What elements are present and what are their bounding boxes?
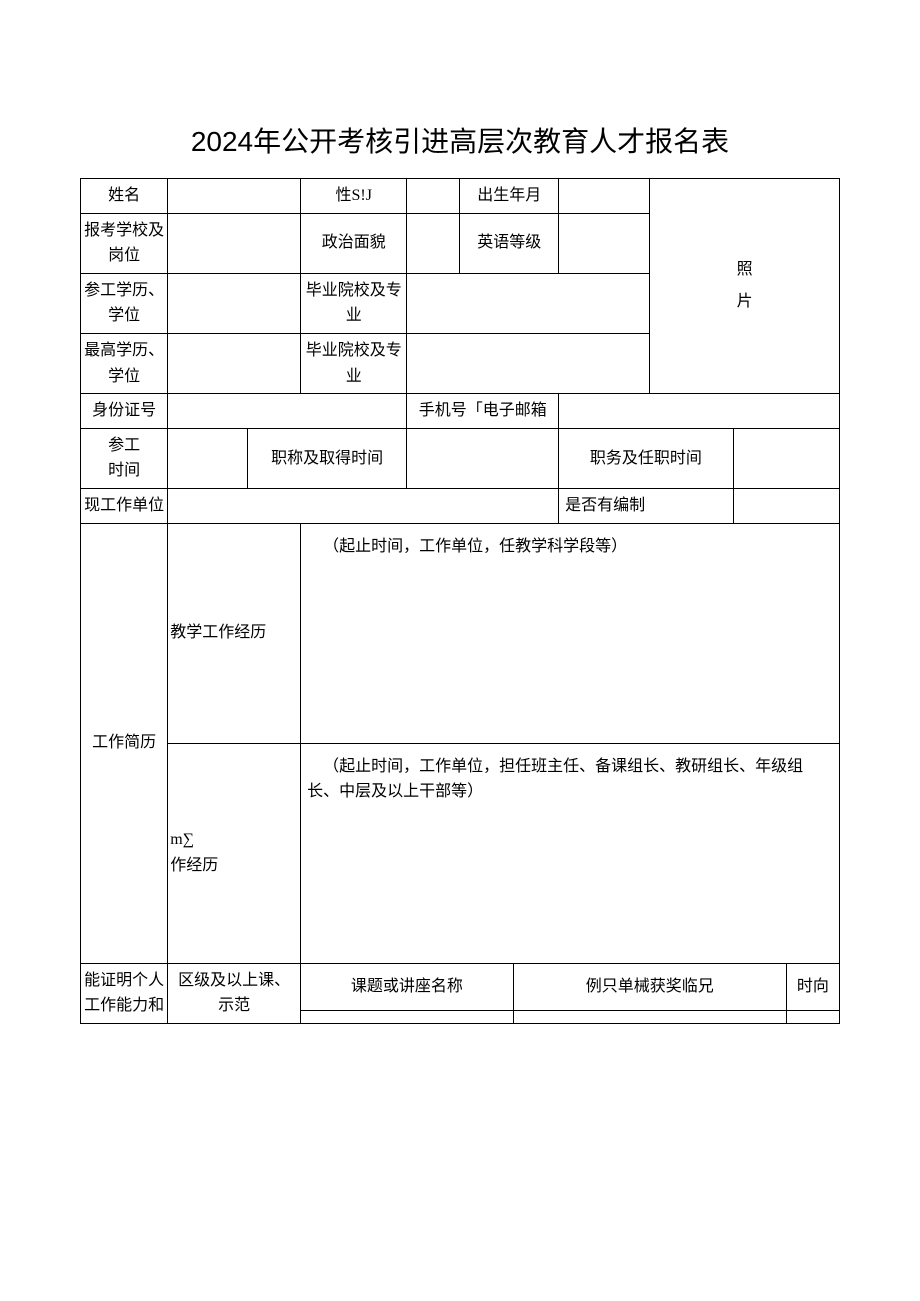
label-gender: 性S!J: [301, 179, 407, 214]
field-highest-edu: [168, 333, 301, 393]
field-gender: [407, 179, 460, 214]
label-school-position: 报考学校及岗位: [81, 213, 168, 273]
field-position-time: [733, 428, 839, 488]
field-grad-school1: [407, 273, 650, 333]
field-name: [168, 179, 301, 214]
field-english-level: [559, 213, 650, 273]
label-current-unit: 现工作单位: [81, 488, 168, 523]
label-english-level: 英语等级: [460, 213, 559, 273]
label-id-number: 身份证号: [81, 394, 168, 429]
field-title-time: [407, 428, 559, 488]
label-grad-school1: 毕业院校及专业: [301, 273, 407, 333]
label-work-time: 参工时间: [81, 428, 168, 488]
label-district-level: 区级及以上课、示范: [168, 963, 301, 1023]
field-time-direction: [786, 1011, 839, 1023]
field-work-edu: [168, 273, 301, 333]
field-id-number: [168, 394, 407, 429]
field-grad-school2: [407, 333, 650, 393]
label-position-time: 职务及任职时间: [559, 428, 734, 488]
label-teaching-exp: 教学工作经历: [168, 523, 301, 743]
label-name: 姓名: [81, 179, 168, 214]
label-has-establishment: 是否有编制: [559, 488, 734, 523]
field-current-unit: [168, 488, 559, 523]
photo-cell: 照片: [650, 179, 840, 394]
label-photo: 照片: [737, 254, 753, 318]
label-political: 政治面貌: [301, 213, 407, 273]
field-phone-email: [559, 394, 840, 429]
label-work-edu: 参工学历、学位: [81, 273, 168, 333]
page-title: 2024年公开考核引进高层次教育人才报名表: [80, 120, 840, 160]
label-course-name: 课题或讲座名称: [301, 963, 514, 1011]
field-award-info: [513, 1011, 786, 1023]
field-birth: [559, 179, 650, 214]
label-mgmt-exp: m∑作经历: [168, 743, 301, 963]
field-political: [407, 213, 460, 273]
label-title-time: 职称及取得时间: [247, 428, 406, 488]
label-proof-ability: 能证明个人工作能力和: [81, 963, 168, 1023]
label-birth: 出生年月: [460, 179, 559, 214]
field-school-position: [168, 213, 301, 273]
registration-form-table: 姓名 性S!J 出生年月 照片 报考学校及岗位 政治面貌 英语等级 参工学历、学…: [80, 178, 840, 1024]
label-work-resume: 工作简历: [81, 523, 168, 963]
label-highest-edu: 最高学历、学位: [81, 333, 168, 393]
label-time-direction: 时向: [786, 963, 839, 1011]
label-grad-school2: 毕业院校及专业: [301, 333, 407, 393]
field-mgmt-exp: （起止时间，工作单位，担任班主任、备课组长、教研组长、年级组长、中层及以上干部等…: [301, 743, 840, 963]
field-course-name: [301, 1011, 514, 1023]
field-work-time: [168, 428, 248, 488]
field-teaching-exp: （起止时间，工作单位，任教学科学段等）: [301, 523, 840, 743]
field-has-establishment: [733, 488, 839, 523]
label-award-info: 例只单械获奖临兄: [513, 963, 786, 1011]
label-phone-email: 手机号「电子邮箱: [407, 394, 559, 429]
